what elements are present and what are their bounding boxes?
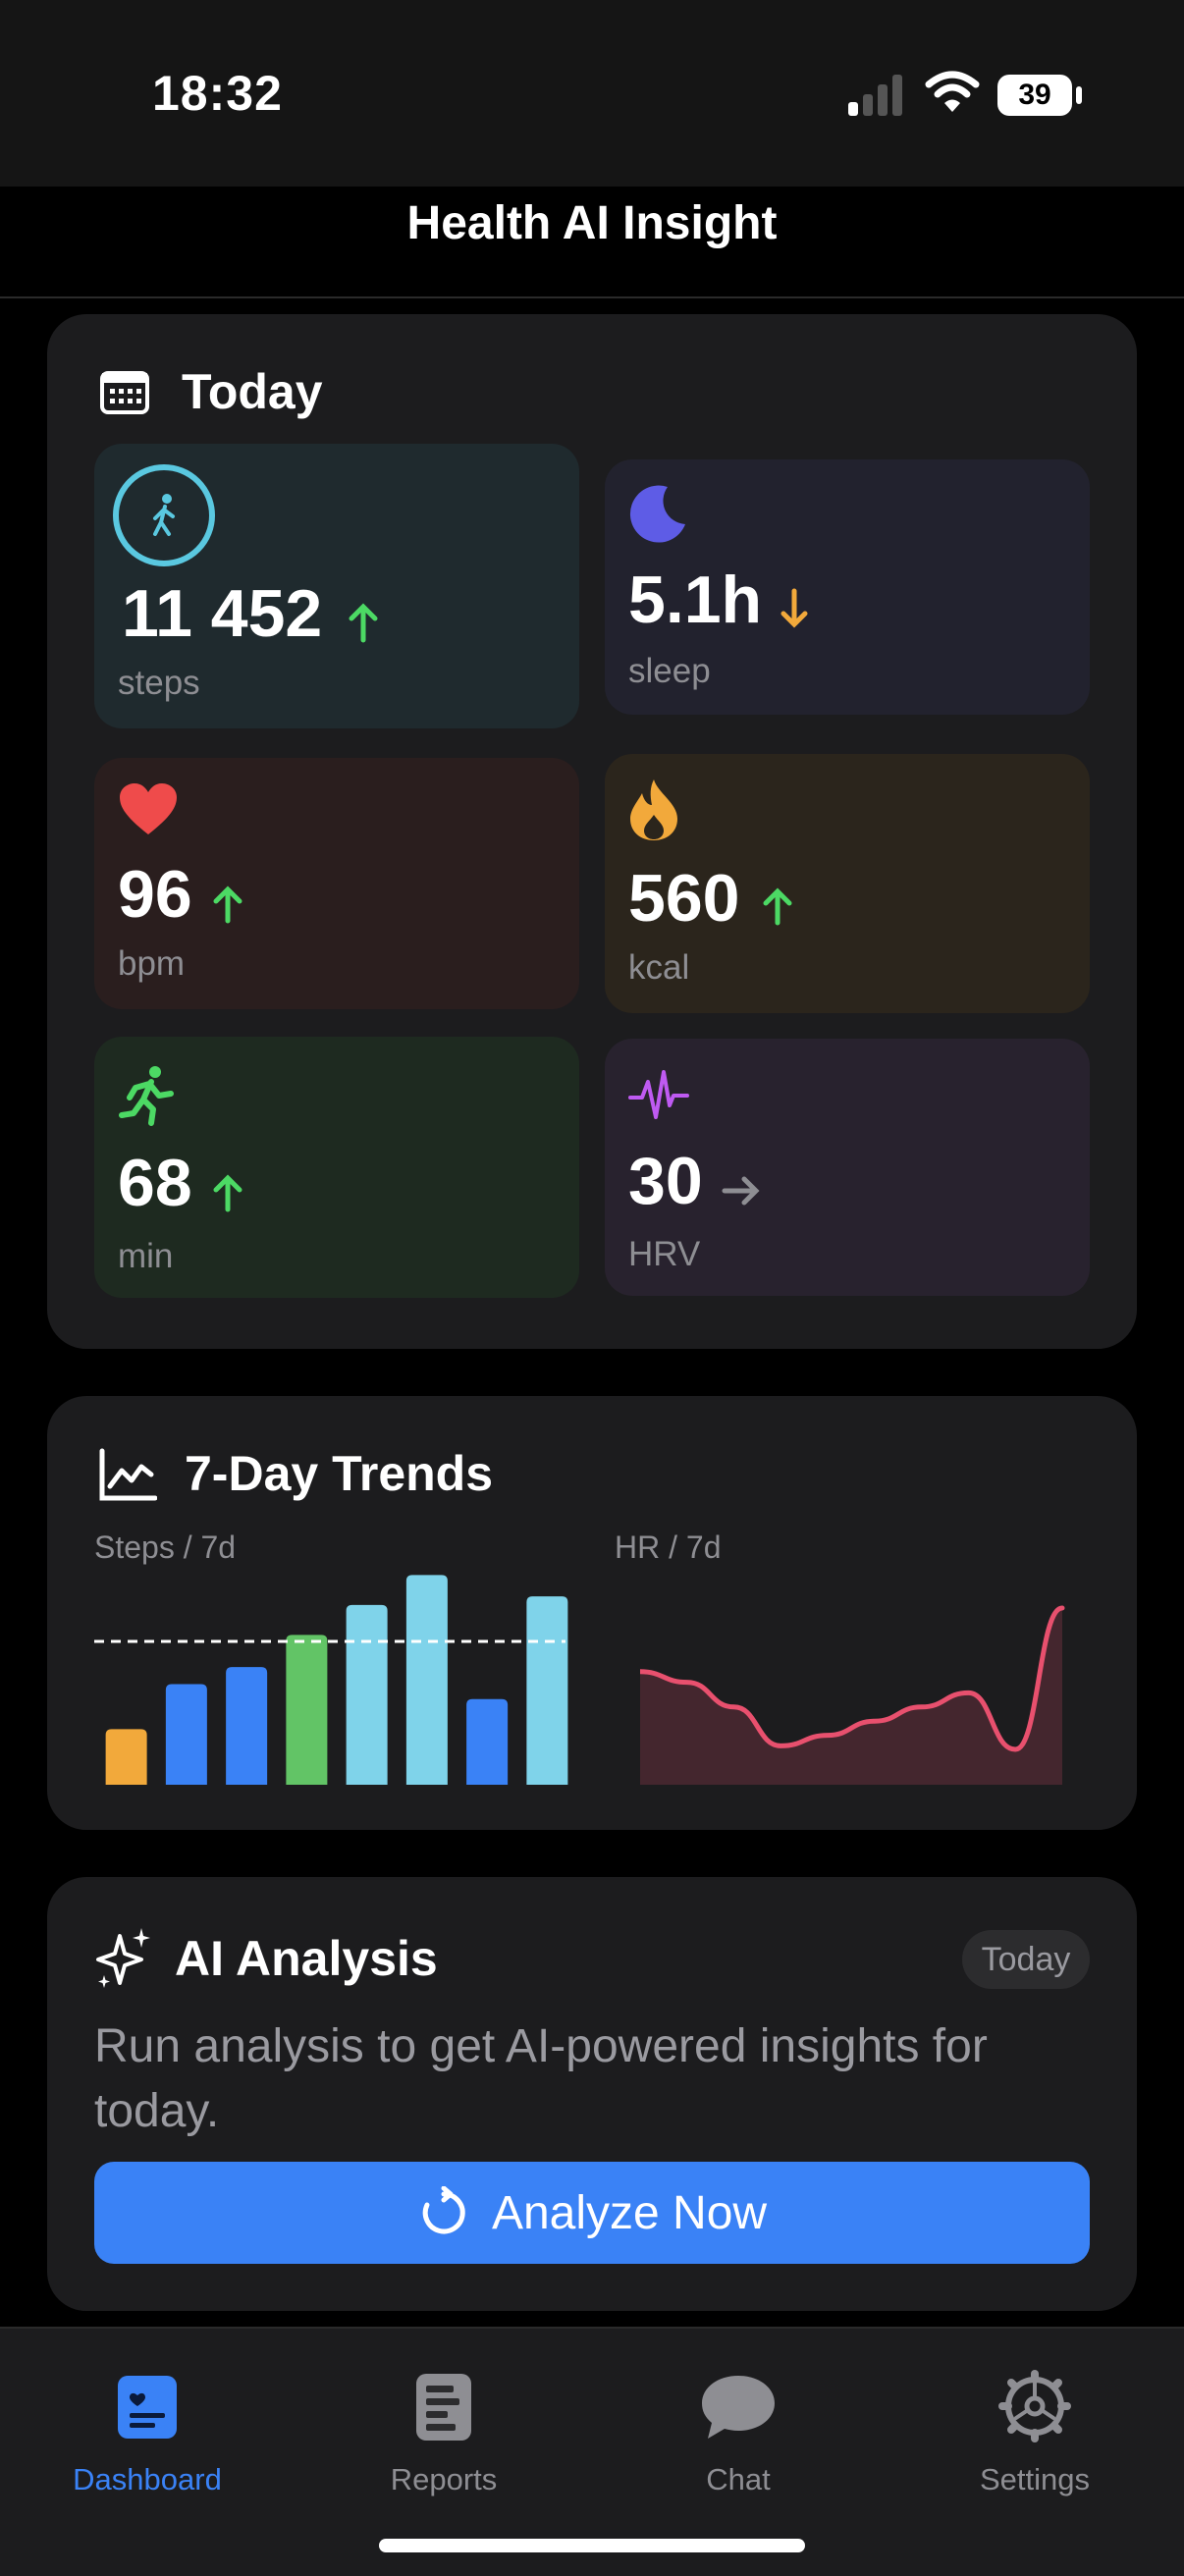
tab-reports[interactable]: Reports <box>296 2348 591 2515</box>
analyze-now-button[interactable]: Analyze Now <box>94 2162 1090 2264</box>
steps-tile[interactable]: 11 452 steps <box>94 444 579 728</box>
arrow-up-icon <box>763 887 792 926</box>
steps-bar <box>105 1729 147 1785</box>
hr-area-fill <box>640 1608 1062 1785</box>
tab-label-chat: Chat <box>706 2462 771 2496</box>
gear-icon <box>998 2370 1071 2442</box>
exercise-tile[interactable]: 68 min <box>94 1037 579 1298</box>
date-badge: Today <box>962 1930 1090 1989</box>
arrow-up-icon <box>349 603 378 643</box>
running-figure-icon <box>119 1066 174 1126</box>
steps-bar <box>165 1684 207 1785</box>
status-bar: 18:32 39 <box>0 0 1184 187</box>
moon-icon <box>629 485 685 543</box>
heart-icon <box>120 783 177 834</box>
calories-tile[interactable]: 560 kcal <box>605 754 1090 1013</box>
analyze-now-label: Analyze Now <box>491 2186 768 2239</box>
battery-indicator: 39 <box>997 75 1082 116</box>
home-indicator <box>379 2539 805 2552</box>
steps-bar <box>346 1604 388 1785</box>
status-time: 18:32 <box>152 66 283 121</box>
tab-label-reports: Reports <box>390 2462 498 2496</box>
sleep-tile[interactable]: 5.1h sleep <box>605 459 1090 715</box>
heart-rate-value: 96 <box>118 857 192 932</box>
ai-analysis-title: AI Analysis <box>175 1931 438 1986</box>
hrv-unit: HRV <box>628 1235 701 1273</box>
hrv-tile[interactable]: 30 HRV <box>605 1039 1090 1296</box>
heart-rate-area-chart <box>640 1605 1065 1785</box>
nav-divider <box>0 296 1184 298</box>
arrow-right-icon <box>722 1176 760 1206</box>
reports-icon <box>416 2374 471 2441</box>
hr-chart-label: HR / 7d <box>615 1530 722 1565</box>
tab-settings[interactable]: Settings <box>888 2348 1182 2515</box>
exercise-value: 68 <box>118 1146 192 1220</box>
battery-level: 39 <box>997 75 1072 116</box>
tab-bar: Dashboard Reports Chat <box>0 2327 1184 2576</box>
arrow-up-icon <box>213 1174 242 1212</box>
steps-bar <box>226 1667 268 1785</box>
steps-bar <box>466 1698 509 1785</box>
calories-unit: kcal <box>628 948 690 987</box>
tab-dashboard[interactable]: Dashboard <box>0 2348 295 2515</box>
sleep-unit: sleep <box>628 652 711 690</box>
heart-rate-unit: bpm <box>118 944 186 983</box>
ai-analysis-description: Run analysis to get AI-powered insights … <box>94 2020 988 2137</box>
hr-series-line <box>640 1605 1065 1752</box>
steps-bar-chart <box>94 1575 568 1785</box>
steps-chart-label: Steps / 7d <box>94 1530 237 1565</box>
calories-value: 560 <box>628 861 740 936</box>
line-chart-icon <box>99 1448 157 1501</box>
dashboard-icon <box>118 2376 177 2439</box>
arrow-down-icon <box>780 588 808 628</box>
sparkles-icon <box>96 1928 150 1988</box>
refresh-icon <box>422 2186 465 2234</box>
steps-unit: steps <box>118 664 200 702</box>
steps-bar <box>526 1596 568 1785</box>
wifi-icon <box>925 71 980 112</box>
sleep-value: 5.1h <box>628 563 763 637</box>
heart-rate-tile[interactable]: 96 bpm <box>94 758 579 1009</box>
waveform-icon <box>628 1070 689 1119</box>
tab-chat[interactable]: Chat <box>591 2348 886 2515</box>
cellular-signal-icon <box>848 75 902 116</box>
steps-bar <box>286 1635 328 1785</box>
today-title: Today <box>182 364 323 419</box>
tab-label-dashboard: Dashboard <box>73 2462 222 2496</box>
battery-cap <box>1076 86 1082 104</box>
flame-icon <box>630 779 677 840</box>
tab-label-settings: Settings <box>979 2462 1090 2496</box>
steps-bar <box>405 1575 448 1785</box>
trends-title: 7-Day Trends <box>185 1446 494 1501</box>
hrv-value: 30 <box>628 1144 703 1218</box>
page-title: Health AI Insight <box>406 197 778 249</box>
steps-value: 11 452 <box>122 576 323 651</box>
walking-figure-icon <box>113 464 215 566</box>
calendar-icon <box>100 371 149 414</box>
exercise-unit: min <box>118 1237 174 1275</box>
chat-bubble-icon <box>702 2376 775 2439</box>
arrow-up-icon <box>213 886 242 924</box>
